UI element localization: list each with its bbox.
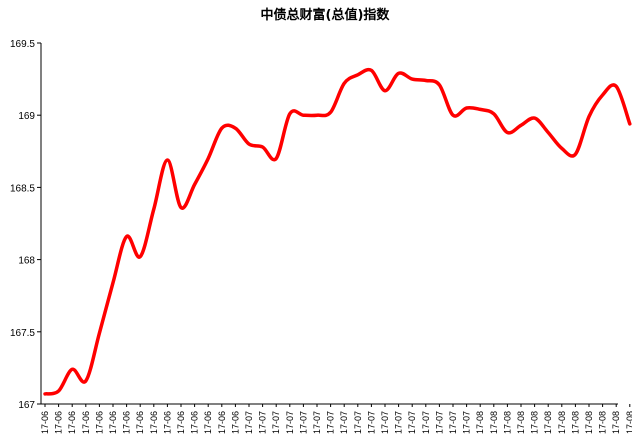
x-tick-label: 17-07 — [366, 411, 376, 434]
x-tick-label: 17-08 — [570, 411, 580, 434]
x-tick-label: 17-08 — [475, 411, 485, 434]
x-tick-label: 17-08 — [625, 411, 632, 434]
x-tick-label: 17-08 — [530, 411, 540, 434]
x-tick-label: 17-07 — [462, 411, 472, 434]
y-axis-ticks: 169.5 169 168.5 168 167.5 167 — [10, 39, 41, 411]
x-tick-label: 17-08 — [502, 411, 512, 434]
x-tick-label: 17-06 — [40, 411, 50, 434]
x-tick-label: 17-06 — [54, 411, 64, 434]
y-tick-label: 169.5 — [10, 39, 35, 50]
x-tick-label: 17-06 — [67, 411, 77, 434]
x-tick-label: 17-08 — [489, 411, 499, 434]
x-tick-label: 17-06 — [149, 411, 159, 434]
x-tick-label: 17-07 — [312, 411, 322, 434]
x-tick-label: 17-07 — [421, 411, 431, 434]
x-tick-label: 17-07 — [326, 411, 336, 434]
x-tick-label: 17-07 — [258, 411, 268, 434]
x-tick-label: 17-06 — [190, 411, 200, 434]
x-tick-label: 17-07 — [298, 411, 308, 434]
x-tick-label: 17-08 — [611, 411, 621, 434]
x-tick-label: 17-07 — [407, 411, 417, 434]
x-axis-ticks: 17-06 17-06 17-06 17-06 17-06 17-06 17-06 17-06… — [40, 404, 632, 434]
x-tick-label: 17-07 — [380, 411, 390, 434]
x-tick-label: 17-07 — [244, 411, 254, 434]
x-tick-label: 17-06 — [81, 411, 91, 434]
x-tick-label: 17-08 — [557, 411, 567, 434]
x-tick-label: 17-06 — [217, 411, 227, 434]
x-tick-label: 17-06 — [135, 411, 145, 434]
x-tick-label: 17-07 — [271, 411, 281, 434]
y-tick-label: 168 — [18, 256, 35, 267]
x-tick-label: 17-06 — [176, 411, 186, 434]
x-tick-label: 17-07 — [339, 411, 349, 434]
y-tick-label: 169 — [18, 111, 35, 122]
x-tick-label: 17-07 — [353, 411, 363, 434]
x-tick-label: 17-07 — [434, 411, 444, 434]
x-tick-label: 17-06 — [203, 411, 213, 434]
y-tick-label: 167 — [18, 400, 35, 411]
x-tick-label: 17-06 — [94, 411, 104, 434]
x-tick-label: 17-08 — [543, 411, 553, 434]
chart-title: 中债总财富(总值)指数 — [261, 7, 391, 23]
x-tick-label: 17-08 — [516, 411, 526, 434]
x-tick-label: 17-08 — [598, 411, 608, 434]
x-tick-label: 17-06 — [162, 411, 172, 434]
y-tick-label: 168.5 — [10, 183, 35, 194]
y-tick-label: 167.5 — [10, 328, 35, 339]
x-tick-label: 17-07 — [448, 411, 458, 434]
x-tick-label: 17-06 — [122, 411, 132, 434]
x-tick-label: 17-06 — [108, 411, 118, 434]
x-tick-label: 17-07 — [394, 411, 404, 434]
series-line — [43, 67, 632, 396]
x-tick-label: 17-07 — [285, 411, 295, 434]
x-tick-label: 17-08 — [584, 411, 594, 434]
x-tick-label: 17-06 — [230, 411, 240, 434]
